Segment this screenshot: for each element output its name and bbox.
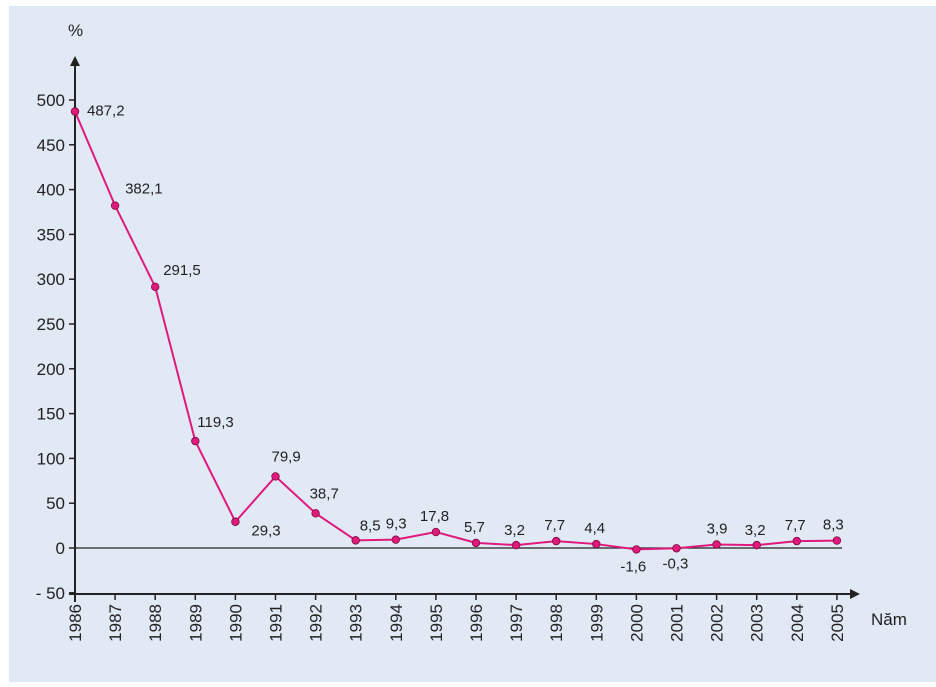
x-tick-label: 1998 (547, 604, 566, 642)
data-label: 8,3 (823, 517, 844, 534)
data-point (70, 107, 80, 116)
x-tick-label: 1987 (106, 604, 125, 642)
y-tick-label: 150 (37, 405, 65, 424)
data-point (712, 540, 721, 549)
x-tick-label: 1997 (507, 604, 526, 642)
data-label: 3,2 (745, 522, 766, 539)
x-tick-label: 1994 (387, 604, 406, 642)
x-tick-label: 2001 (668, 604, 687, 642)
data-point (191, 436, 200, 446)
data-point (471, 538, 481, 548)
data-point (391, 535, 400, 544)
data-label: 9,3 (386, 516, 407, 533)
chart-background (9, 6, 936, 682)
y-tick-label: 400 (37, 181, 65, 200)
data-label: -1,6 (620, 558, 646, 575)
data-label: 382,1 (125, 181, 163, 198)
data-point (110, 201, 120, 210)
x-tick-label: 2003 (748, 604, 767, 642)
y-tick-label: 250 (37, 315, 65, 334)
x-tick-label: 1992 (307, 604, 326, 642)
x-tick-label: 1993 (347, 604, 366, 642)
y-tick-label: 450 (37, 136, 65, 155)
x-tick-label: 2005 (828, 604, 847, 642)
x-tick-label: 1995 (427, 604, 446, 642)
y-tick-label: 350 (37, 225, 65, 244)
x-tick-label: 2002 (708, 604, 727, 642)
y-tick-label: - 50 (36, 584, 65, 603)
data-point (351, 536, 360, 545)
x-tick-label: 1986 (66, 604, 85, 642)
data-label: 8,5 (360, 517, 381, 534)
data-point (592, 539, 601, 549)
data-point (752, 540, 761, 550)
y-tick-label: 100 (37, 449, 65, 468)
x-tick-label: 1988 (146, 604, 165, 642)
data-point (672, 544, 681, 553)
x-axis-title: Năm (871, 610, 907, 629)
y-tick-label: 50 (46, 494, 65, 513)
data-point (632, 545, 641, 554)
x-tick-label: 2000 (627, 604, 646, 642)
data-label: 7,7 (544, 517, 565, 534)
data-label: 3,2 (504, 522, 525, 539)
x-tick-label: 1991 (267, 604, 286, 642)
data-label: 119,3 (197, 414, 233, 431)
data-point (231, 517, 240, 526)
data-point (511, 540, 521, 550)
data-label: 291,5 (163, 262, 201, 279)
y-tick-label: 0 (56, 539, 65, 558)
data-point (150, 282, 160, 292)
x-tick-label: 1996 (467, 604, 486, 642)
y-axis-title: % (68, 21, 83, 40)
data-label: 4,4 (584, 520, 605, 537)
series-line (74, 111, 837, 551)
y-tick-label: 300 (37, 270, 65, 289)
data-point (552, 536, 561, 546)
x-tick-label: 1990 (226, 604, 245, 642)
x-tick-label: 1989 (186, 604, 205, 642)
data-label: 3,9 (707, 521, 728, 538)
data-label: 17,8 (420, 508, 449, 525)
data-point (431, 527, 441, 537)
data-label: -0,3 (663, 555, 689, 572)
y-tick-label: 200 (37, 360, 65, 379)
x-tick-label: 1999 (587, 604, 606, 642)
data-label: 38,7 (310, 485, 339, 502)
data-label: 5,7 (464, 519, 485, 536)
data-point (792, 536, 801, 546)
data-label: 487,2 (87, 102, 125, 119)
data-point (311, 509, 320, 518)
data-point (832, 536, 842, 545)
data-label: 79,9 (272, 448, 301, 465)
y-tick-label: 500 (37, 91, 65, 110)
data-label: 7,7 (785, 517, 806, 534)
x-tick-label: 2004 (788, 604, 807, 642)
data-label: 29,3 (251, 523, 280, 540)
data-point (271, 472, 280, 481)
